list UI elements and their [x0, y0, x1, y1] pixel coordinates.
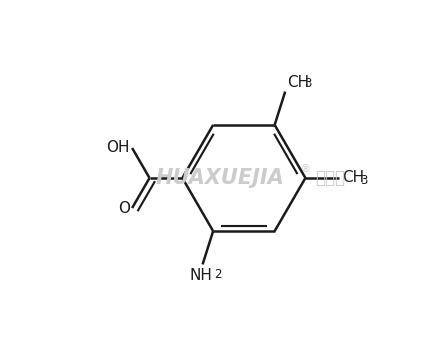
Text: 3: 3: [360, 174, 368, 188]
Text: NH: NH: [189, 268, 212, 283]
Text: ®: ®: [301, 164, 310, 174]
Text: CH: CH: [287, 75, 309, 90]
Text: 化学加: 化学加: [315, 169, 345, 187]
Text: 2: 2: [214, 268, 222, 281]
Text: 3: 3: [304, 77, 312, 90]
Text: HUAXUEJIA: HUAXUEJIA: [156, 168, 284, 188]
Text: O: O: [118, 200, 130, 215]
Text: OH: OH: [106, 141, 129, 156]
Text: CH: CH: [342, 171, 364, 185]
